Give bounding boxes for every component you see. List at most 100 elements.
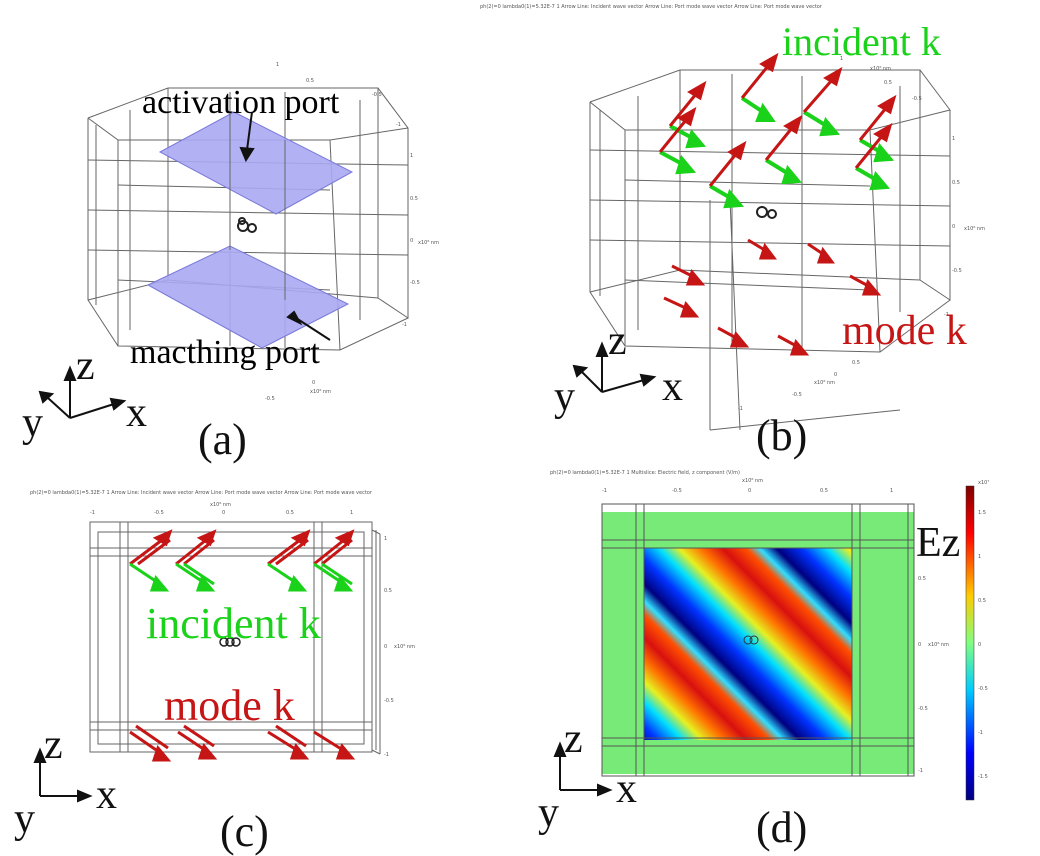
panel-label-d: (d) (756, 803, 808, 852)
colorbar (965, 485, 975, 801)
tick: 0.5 (410, 196, 418, 202)
axis-z-label: z (44, 722, 63, 768)
axis-z-label: z (608, 318, 627, 364)
panel-c: ph(2)=0 lambda0(1)=5.32E-7 1 Arrow Line:… (0, 460, 520, 856)
colorbar-unit: x10⁷ (978, 480, 990, 486)
colorbar-tick: 0.5 (978, 598, 986, 604)
tick-unit: x10⁶ nm (418, 240, 439, 246)
axis-z-label: z (76, 343, 95, 389)
axis-y-label: y (554, 374, 575, 420)
tick: 0 (222, 510, 226, 516)
colorbar-tick: 1 (978, 554, 982, 560)
tick: 0.5 (852, 360, 860, 366)
tick: -0.5 (952, 268, 962, 274)
axis-x-label: x (616, 766, 637, 812)
tick: 0.5 (820, 488, 828, 494)
scatterer-icon (237, 217, 257, 233)
mode-wave-vectors (129, 724, 356, 762)
tick: -1 (602, 488, 607, 494)
panel-b: ph(2)=0 lambda0(1)=5.32E-7 1 Arrow Line:… (480, 0, 1040, 460)
axis-y-label: y (14, 796, 35, 842)
tick: 0.5 (952, 180, 960, 186)
matching-port-label: macthing port (130, 334, 320, 371)
tick: 0 (918, 642, 922, 648)
tick: 0 (384, 644, 388, 650)
axis-y-label: y (22, 400, 43, 446)
scatterer-icon (756, 206, 777, 219)
incident-k-label: incident k (782, 19, 941, 64)
colorbar-tick: -0.5 (978, 686, 988, 692)
axis-triad-c (33, 747, 93, 803)
tick-unit: x10⁶ nm (814, 380, 835, 386)
mode-wave-vectors (663, 238, 882, 356)
tick: 1 (384, 536, 388, 542)
panel-b-drawing (572, 52, 951, 431)
panel-b-header: ph(2)=0 lambda0(1)=5.32E-7 1 Arrow Line:… (480, 4, 822, 10)
panel-label-c: (c) (220, 807, 269, 856)
mode-k-label: mode k (164, 681, 295, 730)
panel-d-drawing (553, 485, 975, 801)
incident-k-label: incident k (146, 599, 321, 648)
ez-label: Ez (916, 520, 961, 566)
tick: 0 (748, 488, 752, 494)
colorbar-tick: -1 (978, 730, 983, 736)
tick: -0.5 (384, 698, 394, 704)
tick: 1 (276, 62, 280, 68)
tick: -0.5 (372, 92, 382, 98)
tick: -0.5 (410, 280, 420, 286)
panel-d-header: ph(2)=0 lambda0(1)=5.32E-7 1 Multislice:… (550, 470, 740, 476)
axis-triad-a (38, 365, 127, 419)
tick: -0.5 (912, 96, 922, 102)
axis-x-label: x (96, 772, 117, 818)
scatterer-icon (219, 637, 241, 647)
scatterer-icon (743, 635, 759, 645)
tick: 0 (312, 380, 316, 386)
tick: 1 (410, 153, 414, 159)
tick-unit: x10⁶ nm (870, 66, 891, 72)
mode-k-label: mode k (842, 308, 967, 354)
colorbar-tick: 0 (978, 642, 982, 648)
axis-x-label: x (126, 390, 147, 436)
tick: 0.5 (306, 78, 314, 84)
tick: -0.5 (918, 706, 928, 712)
panel-label-a: (a) (198, 415, 247, 464)
tick-unit: x10⁶ nm (928, 642, 949, 648)
axis-x-label: x (662, 364, 683, 410)
activation-port-label: activation port (142, 84, 340, 121)
tick: -1 (402, 322, 407, 328)
tick: 1 (840, 56, 844, 62)
tick: -1 (944, 312, 949, 318)
tick-unit: x10⁶ nm (210, 502, 231, 508)
tick: 1 (350, 510, 354, 516)
panel-label-b: (b) (756, 411, 808, 460)
tick-unit: x10⁶ nm (394, 644, 415, 650)
tick: -0.5 (672, 488, 682, 494)
tick: -1 (384, 752, 389, 758)
tick: 0 (834, 372, 838, 378)
panel-d: ph(2)=0 lambda0(1)=5.32E-7 1 Multislice:… (520, 460, 1040, 853)
axis-z-label: z (564, 716, 583, 762)
tick: 0 (952, 224, 956, 230)
panel-a: activation port macthing port z y x (a) … (0, 0, 520, 464)
tick: -1 (396, 122, 401, 128)
incident-wave-vectors (659, 96, 895, 209)
panel-a-drawing (38, 87, 409, 419)
axis-y-label: y (538, 790, 559, 836)
colorbar-tick: -1.5 (978, 774, 988, 780)
incident-wave-vectors (129, 562, 354, 592)
colorbar-tick: 1.5 (978, 510, 986, 516)
tick: 0.5 (884, 80, 892, 86)
tick: -0.5 (265, 396, 275, 402)
tick-unit: x10⁶ nm (310, 389, 331, 395)
panel-c-header: ph(2)=0 lambda0(1)=5.32E-7 1 Arrow Line:… (30, 490, 372, 496)
tick: 1 (952, 136, 956, 142)
axis-triad-d (553, 741, 613, 797)
tick: 0 (410, 238, 414, 244)
panel-c-drawing (33, 521, 381, 803)
activation-port-plane (158, 111, 354, 215)
tick: -1 (738, 406, 743, 412)
tick: -0.5 (154, 510, 164, 516)
tick-unit: x10⁶ nm (964, 226, 985, 232)
tick: -1 (90, 510, 95, 516)
tick: 0.5 (384, 588, 392, 594)
